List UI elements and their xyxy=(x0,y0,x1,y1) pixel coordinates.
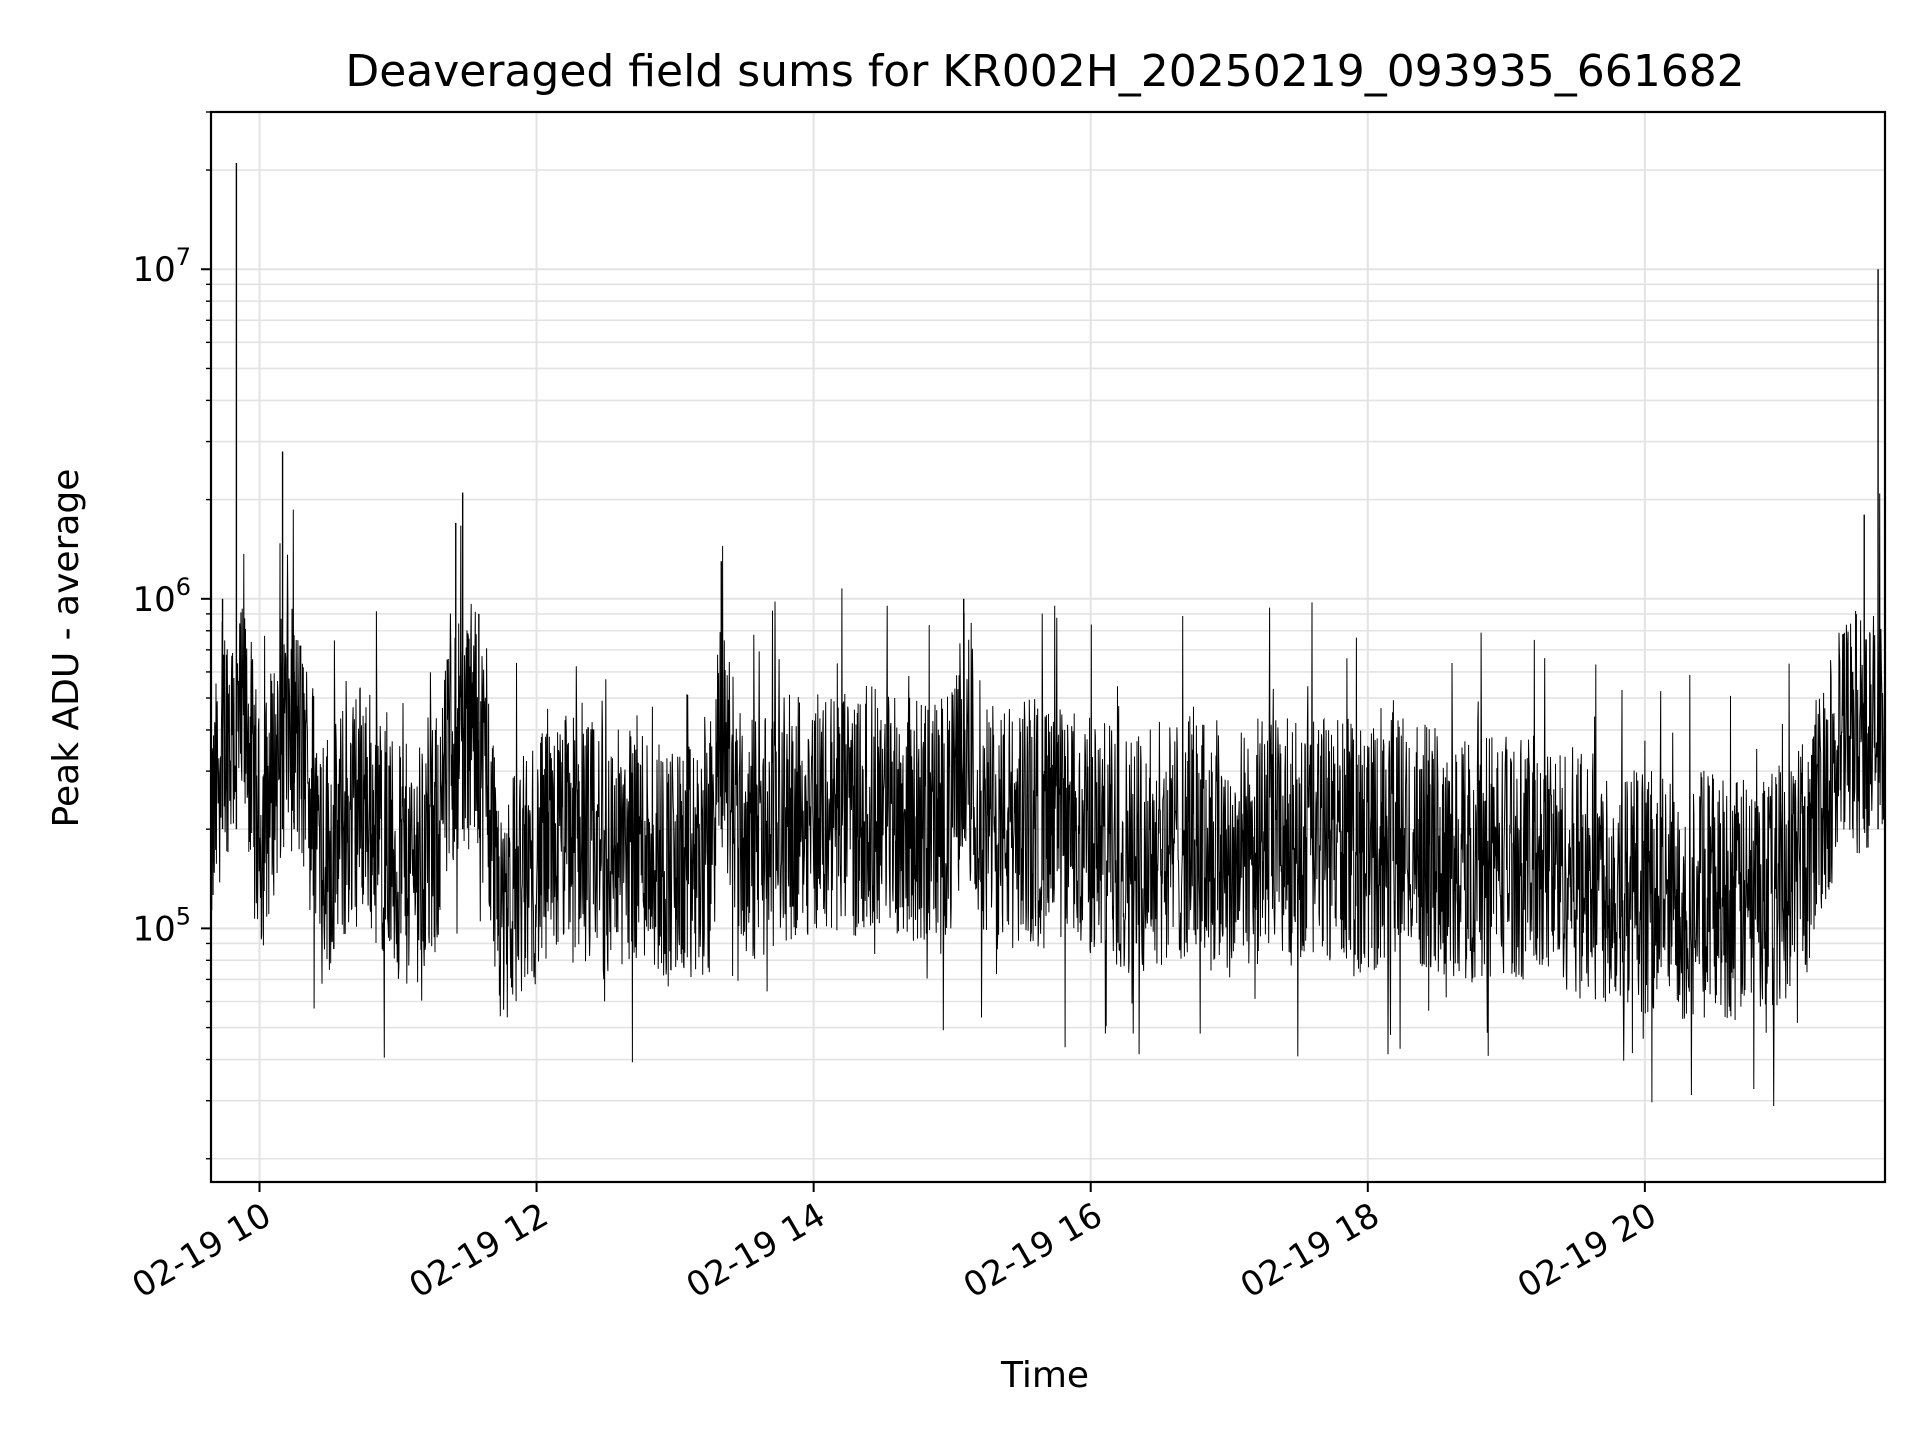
chart-title: Deaveraged field sums for KR002H_2025021… xyxy=(345,46,1744,97)
y-axis-label: Peak ADU - average xyxy=(46,469,87,828)
y-tick-label: 106 xyxy=(132,573,191,620)
x-axis-label: Time xyxy=(1000,1355,1089,1396)
series-line xyxy=(210,493,1886,1107)
y-tick-label: 107 xyxy=(132,243,191,290)
axes-frame xyxy=(209,110,1887,1184)
y-tick-label: 105 xyxy=(132,902,191,949)
plot-area xyxy=(210,163,1886,1107)
